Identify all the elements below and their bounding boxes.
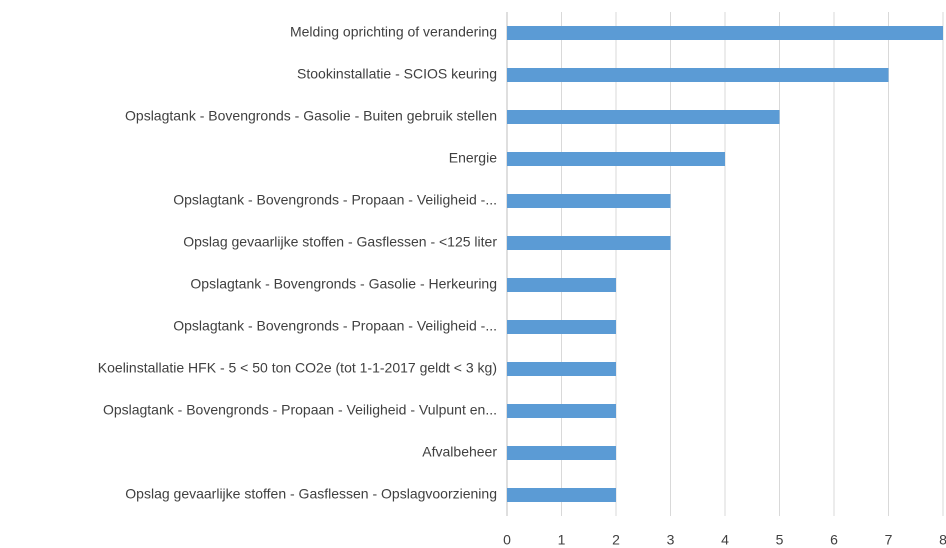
bar	[507, 152, 725, 166]
y-tick-label: Energie	[449, 150, 497, 166]
bar	[507, 362, 616, 376]
y-tick-label: Opslag gevaarlijke stoffen - Gasflessen …	[125, 486, 497, 502]
x-tick-label: 1	[558, 532, 566, 548]
x-tick-label: 5	[776, 532, 784, 548]
x-tick-label: 6	[830, 532, 838, 548]
bar	[507, 236, 671, 250]
bar	[507, 446, 616, 460]
y-tick-label: Stookinstallatie - SCIOS keuring	[297, 66, 497, 82]
y-tick-label: Opslagtank - Bovengronds - Propaan - Vei…	[173, 318, 497, 334]
bar	[507, 278, 616, 292]
x-tick-label: 7	[885, 532, 893, 548]
x-tick-label: 2	[612, 532, 620, 548]
bar	[507, 26, 943, 40]
x-tick-label: 4	[721, 532, 729, 548]
x-tick-label: 8	[939, 532, 946, 548]
bar	[507, 404, 616, 418]
x-tick-label: 0	[503, 532, 511, 548]
y-tick-label: Koelinstallatie HFK - 5 < 50 ton CO2e (t…	[98, 360, 497, 376]
y-tick-label: Opslagtank - Bovengronds - Propaan - Vei…	[173, 192, 497, 208]
y-tick-label: Opslagtank - Bovengronds - Gasolie - Her…	[190, 276, 497, 292]
bar	[507, 320, 616, 334]
y-tick-label: Opslag gevaarlijke stoffen - Gasflessen …	[183, 234, 497, 250]
y-tick-label: Opslagtank - Bovengronds - Propaan - Vei…	[103, 402, 497, 418]
y-tick-label: Afvalbeheer	[422, 444, 497, 460]
bar	[507, 488, 616, 502]
bar	[507, 194, 671, 208]
y-tick-label: Melding oprichting of verandering	[290, 24, 497, 40]
y-tick-label: Opslagtank - Bovengronds - Gasolie - Bui…	[125, 108, 497, 124]
x-tick-label: 3	[667, 532, 675, 548]
bar	[507, 68, 889, 82]
bar	[507, 110, 780, 124]
